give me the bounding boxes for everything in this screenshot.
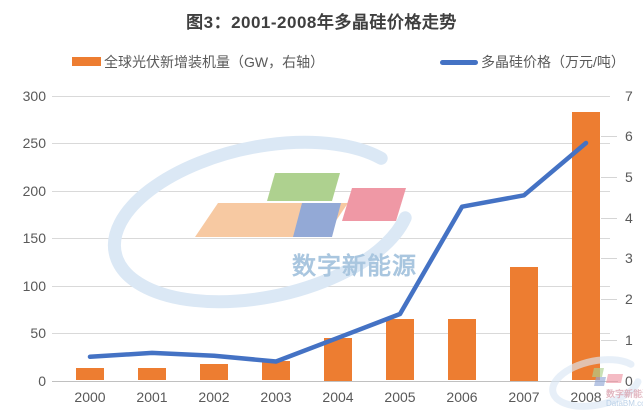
right-axis-tick-label: 1 (625, 331, 633, 348)
watermark-mini-green-icon (592, 368, 604, 377)
gridline (52, 95, 610, 97)
bar-2003 (262, 360, 290, 381)
price-line-path (87, 140, 589, 364)
bar-2006 (448, 319, 476, 381)
left-axis-tick-label: 0 (38, 372, 46, 389)
legend-label-installs: 全球光伏新增装机量（GW，右轴） (104, 54, 325, 70)
x-axis-label-2002: 2002 (198, 389, 230, 405)
x-axis-label-2005: 2005 (384, 389, 416, 405)
watermark-mini-swoosh-icon (549, 356, 642, 410)
left-axis-tick-label: 150 (22, 230, 46, 246)
right-axis-tick-label: 4 (625, 209, 633, 226)
right-axis-tick-mark (601, 217, 617, 219)
line-series-swatch-icon (440, 60, 478, 65)
right-axis-tick-label: 5 (625, 168, 633, 185)
x-axis-label-2000: 2000 (74, 389, 106, 405)
bar-2005 (386, 319, 414, 381)
watermark-mini-brand-text: 数字新能源 (606, 389, 643, 399)
watermark-mini-url-text: DataBM.com (606, 399, 643, 408)
x-axis-label-2008: 2008 (570, 389, 602, 405)
bar-2001 (138, 368, 166, 381)
right-axis-tick-label: 0 (625, 372, 633, 389)
left-axis-tick-label: 100 (22, 277, 46, 294)
bar-2000 (76, 368, 104, 381)
watermark-brand-text: 数字新能源 (292, 254, 417, 280)
right-axis-tick-label: 2 (625, 291, 633, 308)
bar-2008 (572, 111, 600, 381)
bar-2007 (510, 266, 538, 381)
right-axis-tick-mark (601, 258, 617, 260)
left-axis-tick-label: 300 (22, 87, 46, 104)
watermark-mini-pink-icon (606, 374, 623, 383)
right-axis-tick-mark (601, 339, 617, 341)
x-axis-line (52, 380, 618, 382)
x-axis-label-2001: 2001 (136, 389, 168, 405)
x-axis-label-2006: 2006 (446, 389, 478, 405)
right-axis-tick-label: 7 (625, 87, 633, 104)
figure-title: 图3：2001-2008年多晶硅价格走势 (186, 13, 457, 32)
x-axis-label-2003: 2003 (260, 389, 292, 405)
left-axis-tick-label: 50 (30, 325, 46, 341)
legend-label-price: 多晶硅价格（万元/吨） (481, 54, 625, 70)
right-axis-tick-mark (601, 136, 617, 138)
bar-series-swatch-icon (72, 57, 101, 66)
right-axis-tick-mark (601, 176, 617, 178)
left-axis-tick-label: 250 (22, 135, 46, 151)
right-axis-tick-mark (601, 299, 617, 301)
x-axis-label-2007: 2007 (508, 389, 540, 405)
watermark-mini-blue-icon (594, 377, 606, 386)
bar-2002 (200, 364, 228, 381)
bar-2004 (324, 337, 352, 381)
left-axis-tick-label: 200 (22, 182, 46, 199)
gridline (52, 333, 610, 334)
right-axis-tick-label: 3 (625, 250, 633, 267)
x-axis-label-2004: 2004 (322, 389, 354, 405)
right-axis-tick-label: 6 (625, 128, 633, 145)
